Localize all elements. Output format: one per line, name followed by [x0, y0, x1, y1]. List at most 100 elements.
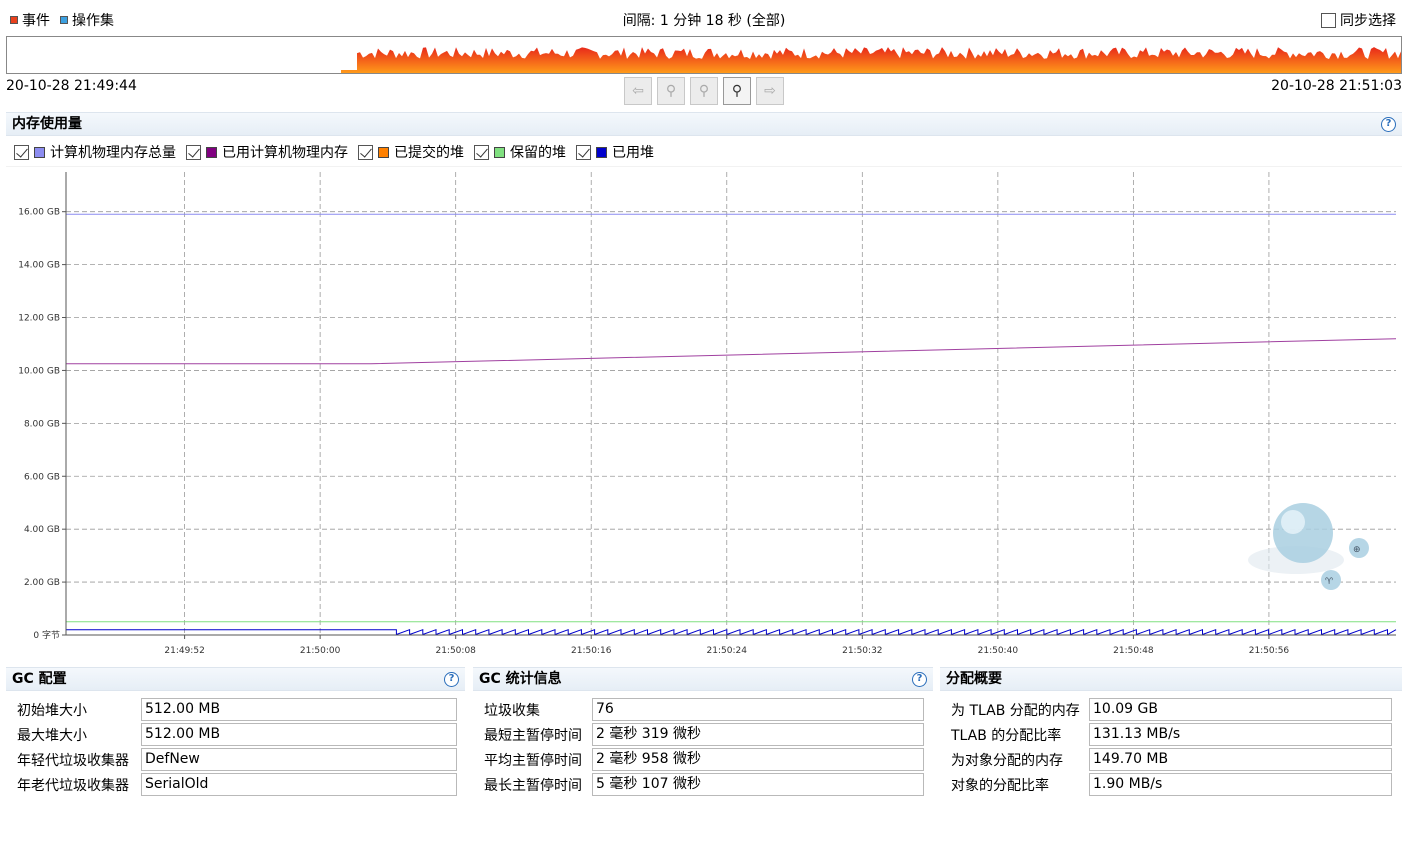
field-row: 年轻代垃圾收集器 DefNew [17, 748, 457, 771]
event-histogram [341, 47, 1401, 73]
field-value[interactable]: 2 毫秒 319 微秒 [592, 723, 924, 746]
decorative-bubbles-icon: ⊕ ♈ [1248, 503, 1369, 590]
checkbox-reserved-heap[interactable] [474, 144, 489, 160]
legend-item-total-physical[interactable]: 计算机物理内存总量 [14, 142, 176, 162]
gc-config-header: GC 配置 ? [6, 667, 465, 691]
field-row: 初始堆大小 512.00 MB [17, 698, 457, 721]
back-button[interactable]: ⇦ [624, 77, 652, 105]
gc-stats-header: GC 统计信息 ? [473, 667, 933, 691]
zoom-select-button[interactable]: ⚲ [723, 77, 751, 105]
legend-label-total-physical: 计算机物理内存总量 [50, 145, 176, 161]
checkbox-committed-heap[interactable] [358, 144, 373, 160]
legend-item-used-physical[interactable]: 已用计算机物理内存 [186, 142, 348, 162]
zoom-out-button[interactable]: ⚲ [690, 77, 718, 105]
field-label: 最大堆大小 [17, 728, 87, 744]
legend-item-committed-heap[interactable]: 已提交的堆 [358, 142, 464, 162]
legend-item-reserved-heap[interactable]: 保留的堆 [474, 142, 566, 162]
x-tick-label: 21:49:52 [164, 646, 204, 656]
legend-item-used-heap[interactable]: 已用堆 [576, 142, 654, 162]
field-row: 为 TLAB 分配的内存 10.09 GB [951, 698, 1392, 721]
x-tick-label: 21:50:24 [707, 646, 748, 656]
x-tick-label: 21:50:40 [978, 646, 1019, 656]
checkbox-total-physical[interactable] [14, 144, 29, 160]
memory-usage-header: 内存使用量 ? [6, 112, 1402, 136]
legend-label-used-physical: 已用计算机物理内存 [222, 145, 348, 161]
help-icon[interactable]: ? [912, 672, 927, 687]
field-value[interactable]: 512.00 MB [141, 698, 457, 721]
field-value[interactable]: 76 [592, 698, 924, 721]
alloc-summary-title: 分配概要 [946, 671, 1002, 687]
x-tick-label: 21:50:56 [1249, 646, 1290, 656]
checkbox-used-heap[interactable] [576, 144, 591, 160]
field-label: 垃圾收集 [484, 703, 540, 719]
sync-selection-checkbox[interactable]: 同步选择 [1321, 10, 1396, 30]
gc-stats-title: GC 统计信息 [479, 671, 562, 687]
back-icon: ⇦ [632, 83, 644, 99]
field-label: 平均主暂停时间 [484, 753, 582, 769]
field-value[interactable]: 10.09 GB [1089, 698, 1392, 721]
field-value[interactable]: DefNew [141, 748, 457, 771]
alloc-summary-table: 为 TLAB 分配的内存 10.09 GB TLAB 的分配比率 131.13 … [951, 698, 1392, 798]
x-tick-label: 21:50:08 [435, 646, 476, 656]
svg-text:♈: ♈ [1325, 577, 1334, 587]
timeline-nav-toolbar: ⇦ ⚲ ⚲ ⚲ ⇨ [624, 77, 784, 105]
field-value[interactable]: 5 毫秒 107 微秒 [592, 773, 924, 796]
field-row: 对象的分配比率 1.90 MB/s [951, 773, 1392, 796]
field-row: TLAB 的分配比率 131.13 MB/s [951, 723, 1392, 746]
zoom-in-button[interactable]: ⚲ [657, 77, 685, 105]
swatch-reserved-heap [494, 146, 505, 158]
zoom-select-icon: ⚲ [731, 83, 743, 99]
field-label: 最短主暂停时间 [484, 728, 582, 744]
field-label: 最长主暂停时间 [484, 778, 582, 794]
field-value[interactable]: 1.90 MB/s [1089, 773, 1392, 796]
gc-config-table: 初始堆大小 512.00 MB 最大堆大小 512.00 MB 年轻代垃圾收集器… [17, 698, 457, 798]
field-value[interactable]: 149.70 MB [1089, 748, 1392, 771]
chart-axes: 0 字节 2.00 GB 4.00 GB 6.00 GB 8.00 GB 10.00 GB… [18, 172, 1396, 656]
swatch-committed-heap [378, 146, 389, 158]
events-swatch [10, 16, 18, 24]
field-row: 为对象分配的内存 149.70 MB [951, 748, 1392, 771]
opsets-swatch [60, 16, 68, 24]
sync-selection-label: 同步选择 [1340, 13, 1396, 29]
field-value[interactable]: 131.13 MB/s [1089, 723, 1392, 746]
x-tick-label: 21:50:32 [842, 646, 882, 656]
y-tick-label: 2.00 GB [24, 578, 60, 588]
range-start-time: 20-10-28 21:49:44 [6, 78, 137, 94]
y-tick-label: 8.00 GB [24, 419, 60, 429]
field-label: TLAB 的分配比率 [951, 728, 1062, 744]
swatch-total-physical [34, 146, 45, 158]
y-tick-label: 16.00 GB [18, 208, 60, 218]
y-tick-label: 0 字节 [33, 629, 60, 641]
field-value[interactable]: 2 毫秒 958 微秒 [592, 748, 924, 771]
field-label: 对象的分配比率 [951, 778, 1049, 794]
field-row: 最短主暂停时间 2 毫秒 319 微秒 [484, 723, 924, 746]
y-tick-label: 14.00 GB [18, 261, 60, 271]
field-label: 为 TLAB 分配的内存 [951, 703, 1080, 719]
memory-usage-title: 内存使用量 [12, 116, 82, 132]
series-line [66, 338, 1397, 365]
timeline-overview[interactable] [6, 36, 1402, 74]
help-icon[interactable]: ? [444, 672, 459, 687]
y-tick-label: 12.00 GB [18, 314, 60, 324]
field-value[interactable]: 512.00 MB [141, 723, 457, 746]
timeline-histogram[interactable] [7, 37, 1401, 73]
field-label: 为对象分配的内存 [951, 753, 1063, 769]
legend-label-reserved-heap: 保留的堆 [510, 145, 566, 161]
y-tick-label: 10.00 GB [18, 366, 60, 376]
swatch-used-heap [596, 146, 607, 158]
memory-usage-chart[interactable]: 0 字节 2.00 GB 4.00 GB 6.00 GB 8.00 GB 10.00 GB… [6, 166, 1402, 662]
series-line [66, 628, 1397, 636]
sync-checkbox-box[interactable] [1321, 12, 1336, 28]
range-end-time: 20-10-28 21:51:03 [1271, 78, 1402, 94]
field-row: 最大堆大小 512.00 MB [17, 723, 457, 746]
gc-config-title: GC 配置 [12, 671, 67, 687]
interval-label: 间隔: 1 分钟 18 秒 (全部) [622, 13, 786, 29]
checkbox-used-physical[interactable] [186, 144, 201, 160]
help-icon[interactable]: ? [1381, 117, 1396, 132]
field-value[interactable]: SerialOld [141, 773, 457, 796]
field-label: 初始堆大小 [17, 703, 87, 719]
series-legend: 计算机物理内存总量 已用计算机物理内存 已提交的堆 保留的堆 已用堆 [14, 142, 664, 162]
zoom-in-icon: ⚲ [665, 83, 677, 99]
x-tick-label: 21:50:16 [571, 646, 612, 656]
forward-button[interactable]: ⇨ [756, 77, 784, 105]
